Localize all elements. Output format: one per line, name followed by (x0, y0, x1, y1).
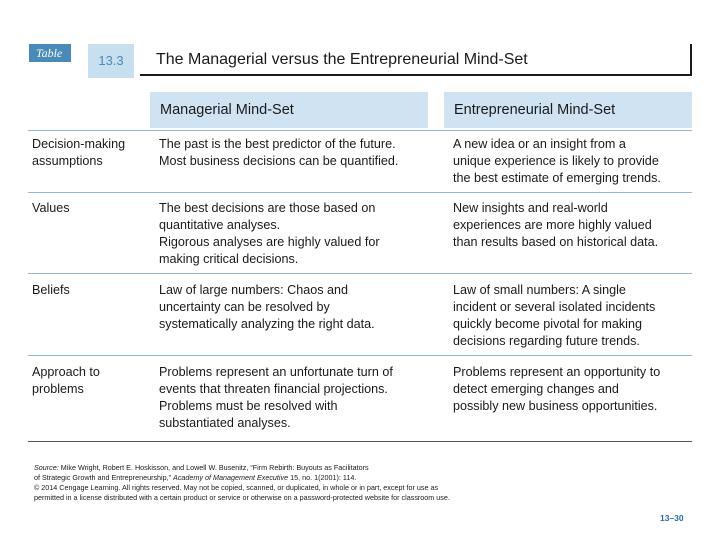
row-label-decision-making: Decision-making assumptions (32, 137, 126, 168)
cell-entrepreneurial: Problems represent an opportunity to dete… (453, 365, 661, 413)
footer-source: Source: Mike Wright, Robert E. Hoskisson… (34, 463, 450, 502)
cell-managerial: The past is the best predictor of the fu… (159, 137, 399, 168)
title-box: The Managerial versus the Entrepreneuria… (140, 44, 692, 76)
cell-entrepreneurial: A new idea or an insight from a unique ex… (453, 137, 661, 185)
cell-entrepreneurial: New insights and real-world experiences a… (453, 201, 659, 249)
row-label-values: Values (32, 201, 70, 215)
row-label-approach: Approach to problems (32, 365, 100, 396)
cell-managerial: Law of large numbers: Chaos and uncertain… (159, 283, 375, 331)
table-bottom-rule (28, 441, 692, 442)
column-header-managerial: Managerial Mind-Set (150, 92, 428, 128)
page-number: 13–30 (660, 513, 684, 523)
row-divider (28, 273, 692, 274)
table-number: 13.3 (88, 44, 134, 78)
cell-managerial: Problems represent an unfortunate turn o… (159, 365, 393, 430)
column-header-entrepreneurial: Entrepreneurial Mind-Set (444, 92, 692, 128)
row-divider (28, 192, 692, 193)
table-tag: Table (29, 44, 71, 62)
table-title: The Managerial versus the Entrepreneuria… (156, 51, 528, 68)
row-divider (28, 355, 692, 356)
cell-entrepreneurial: Law of small numbers: A single incident o… (453, 283, 656, 348)
cell-managerial: The best decisions are those based on qua… (159, 201, 380, 266)
row-label-beliefs: Beliefs (32, 283, 70, 297)
row-divider (28, 130, 692, 131)
